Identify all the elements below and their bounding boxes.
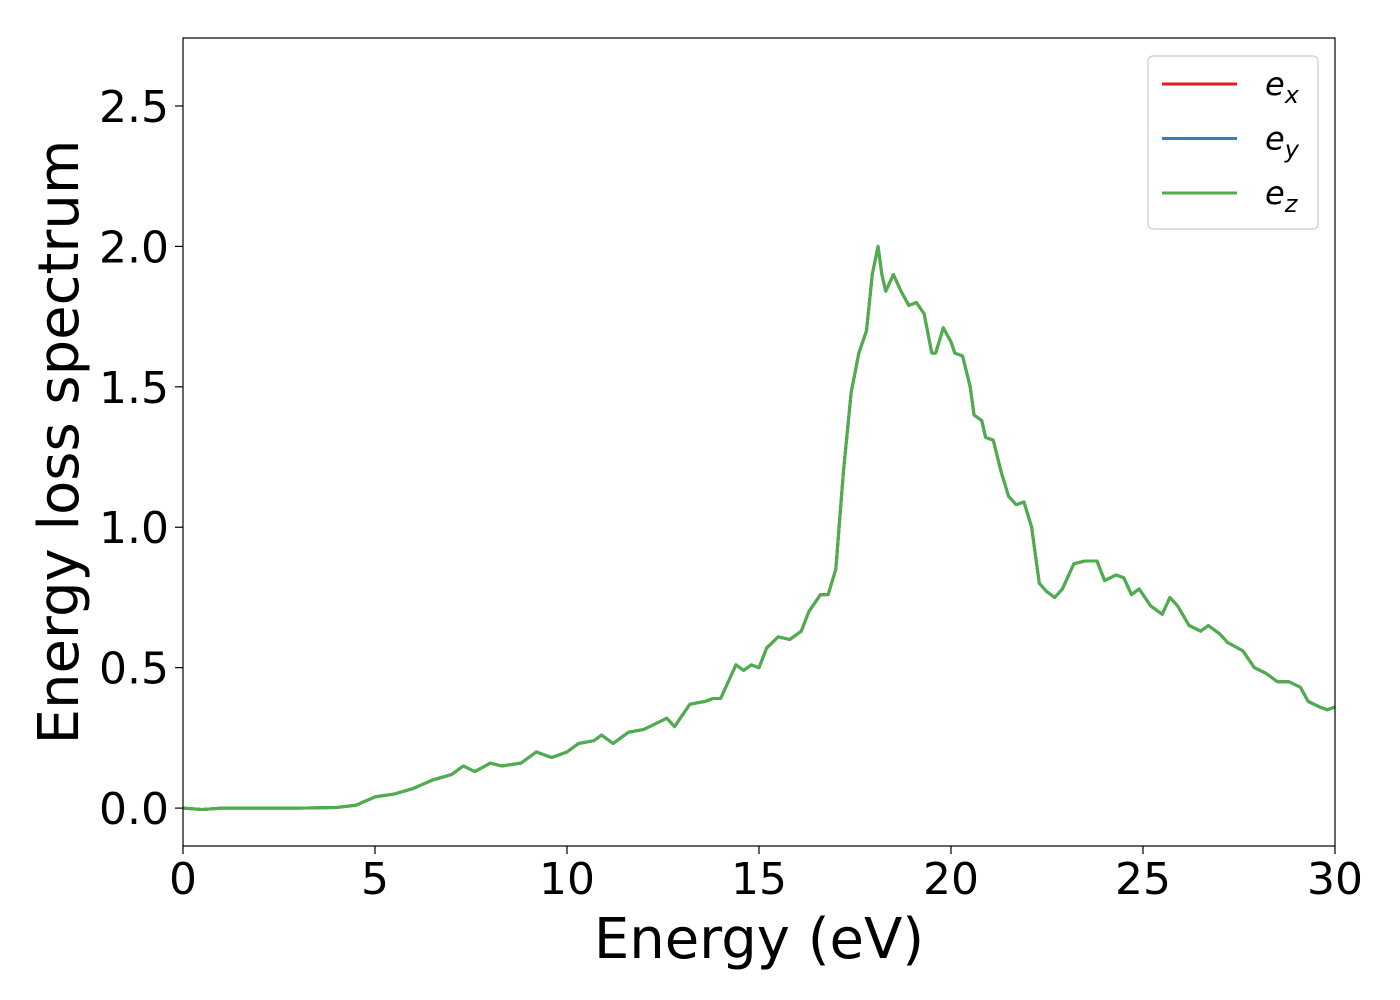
legend-box <box>1147 55 1319 230</box>
plot-frame <box>182 37 1336 847</box>
x-axis-label: Energy (eV) <box>594 907 924 972</box>
x-tick-label: 0 <box>169 854 197 905</box>
y-tick-label: 2.0 <box>99 222 169 273</box>
y-axis-label: Energy loss spectrum <box>27 140 92 745</box>
y-tick-label: 1.0 <box>99 503 169 554</box>
y-tick-label: 2.5 <box>99 82 169 133</box>
x-tick-label: 20 <box>923 854 979 905</box>
x-tick-label: 15 <box>731 854 787 905</box>
x-tick-label: 30 <box>1307 854 1363 905</box>
y-tick-label: 1.5 <box>99 363 169 414</box>
y-tick-label: 0.5 <box>99 644 169 695</box>
x-tick-label: 25 <box>1115 854 1171 905</box>
x-tick-label: 10 <box>539 854 595 905</box>
legend-label: ez <box>1265 174 1299 218</box>
line <box>183 244 1335 811</box>
legend-label: ex <box>1265 65 1300 109</box>
x-tick-label: 5 <box>361 854 389 905</box>
legend-label: ey <box>1265 120 1300 164</box>
y-tick-label: 0.0 <box>99 784 169 835</box>
